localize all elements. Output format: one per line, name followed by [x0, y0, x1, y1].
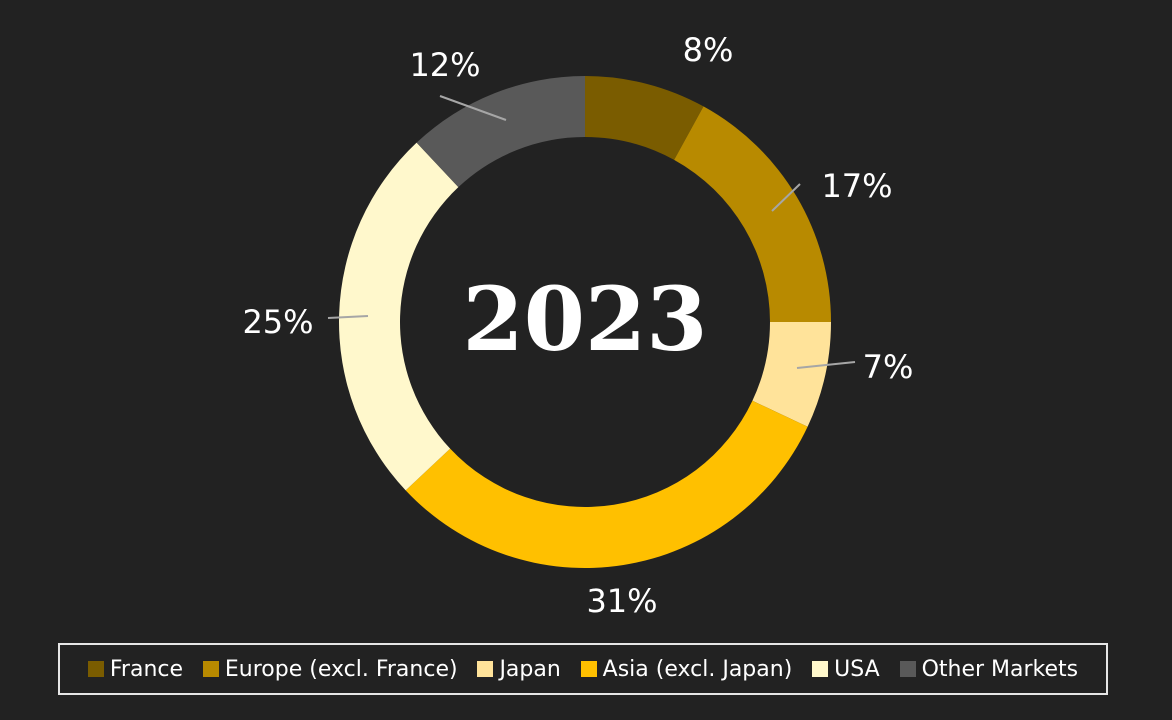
leader-line — [439, 95, 507, 121]
data-label: 17% — [821, 167, 892, 205]
legend: France Europe (excl. France) Japan Asia (ex… — [58, 643, 1108, 695]
data-label: 8% — [683, 31, 734, 69]
legend-item: France — [87, 656, 184, 682]
legend-label: Asia (excl. Japan) — [602, 656, 793, 682]
legend-swatch — [899, 661, 916, 677]
leader-line — [796, 361, 856, 369]
donut-chart: 8% 17% 7% 31% 25% 12% 2023 — [242, 31, 914, 620]
slice-europe-excl-france — [674, 106, 831, 322]
slice-asia-excl-japan — [405, 400, 808, 568]
slice-france — [585, 76, 704, 160]
data-label: 25% — [242, 303, 313, 341]
legend-label: France — [109, 656, 184, 682]
legend-label: Other Markets — [921, 656, 1079, 682]
legend-item: Other Markets — [899, 656, 1079, 682]
legend-item: Japan — [477, 656, 561, 682]
slice-usa — [339, 142, 459, 491]
legend-label: Japan — [499, 656, 561, 682]
legend-label: USA — [834, 656, 880, 682]
legend-swatch — [87, 661, 104, 677]
slice-other-markets — [416, 76, 585, 188]
legend-item: Europe (excl. France) — [202, 656, 458, 682]
data-label: 12% — [409, 46, 480, 84]
legend-swatch — [580, 661, 597, 677]
data-label: 7% — [863, 348, 914, 386]
leader-line — [327, 315, 369, 319]
legend-item: Asia (excl. Japan) — [580, 656, 793, 682]
legend-label: Europe (excl. France) — [224, 656, 458, 682]
legend-swatch — [477, 661, 494, 677]
legend-swatch — [812, 661, 829, 677]
leader-line — [771, 183, 801, 212]
data-label: 31% — [586, 582, 657, 620]
legend-swatch — [202, 661, 219, 677]
slice-japan — [752, 322, 831, 427]
legend-item: USA — [812, 657, 880, 682]
center-year-label: 2023 — [463, 267, 708, 371]
